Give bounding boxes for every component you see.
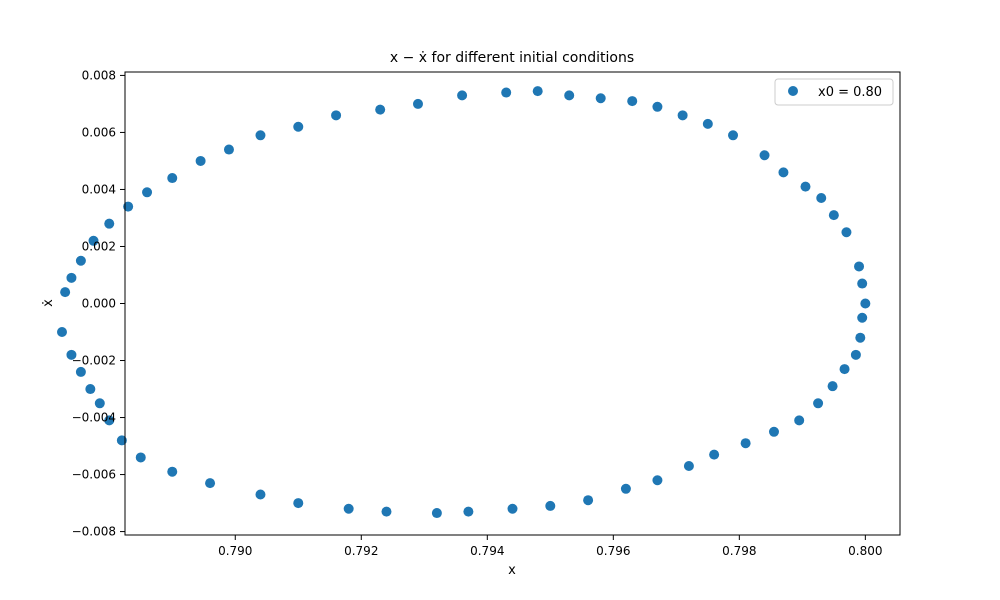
data-point bbox=[564, 90, 575, 101]
y-axis-ticks: −0.008 −0.006 −0.004 −0.002 0.000 0.002 0.004 0… bbox=[72, 68, 125, 539]
data-point bbox=[728, 130, 739, 141]
data-point bbox=[205, 478, 216, 489]
y-tick-label: 0.008 bbox=[82, 68, 116, 82]
x-tick-label: 0.798 bbox=[722, 544, 756, 558]
data-point bbox=[94, 398, 105, 409]
legend-label: x0 = 0.80 bbox=[818, 85, 882, 100]
data-point bbox=[583, 495, 594, 506]
data-point bbox=[293, 121, 304, 132]
data-point bbox=[857, 278, 868, 289]
y-tick-label: −0.006 bbox=[72, 468, 116, 482]
data-point bbox=[839, 364, 850, 375]
x-tick-label: 0.794 bbox=[470, 544, 504, 558]
y-axis-label: ẋ bbox=[41, 299, 56, 307]
data-point bbox=[255, 489, 266, 500]
x-tick-label: 0.792 bbox=[344, 544, 378, 558]
data-point bbox=[431, 508, 442, 519]
data-point bbox=[857, 312, 868, 323]
data-point bbox=[709, 449, 720, 460]
data-point bbox=[683, 461, 694, 472]
y-tick-label: 0.006 bbox=[82, 125, 116, 139]
data-point bbox=[778, 167, 789, 178]
data-point bbox=[223, 144, 234, 155]
data-point bbox=[195, 155, 206, 166]
data-point bbox=[88, 235, 99, 246]
data-point bbox=[167, 173, 178, 184]
data-point bbox=[293, 498, 304, 509]
data-point bbox=[66, 349, 77, 360]
scatter-points bbox=[56, 86, 871, 519]
y-tick-label: 0.004 bbox=[82, 182, 116, 196]
data-point bbox=[828, 210, 839, 221]
data-point bbox=[331, 110, 342, 121]
data-point bbox=[813, 398, 824, 409]
y-tick-label: −0.004 bbox=[72, 411, 116, 425]
data-point bbox=[375, 104, 386, 115]
y-tick-label: −0.002 bbox=[72, 354, 116, 368]
data-point bbox=[827, 381, 838, 392]
y-tick-label: 0.000 bbox=[82, 297, 116, 311]
data-point bbox=[167, 466, 178, 477]
data-point bbox=[841, 227, 852, 238]
data-point bbox=[620, 483, 631, 494]
data-point bbox=[794, 415, 805, 426]
data-point bbox=[75, 366, 86, 377]
legend-box bbox=[774, 78, 894, 106]
data-point bbox=[800, 181, 811, 192]
data-point bbox=[595, 93, 606, 104]
data-point bbox=[104, 415, 115, 426]
y-tick-label: 0.002 bbox=[82, 239, 116, 253]
data-point bbox=[740, 438, 751, 449]
data-point bbox=[652, 475, 663, 486]
data-point bbox=[855, 332, 866, 343]
x-tick-label: 0.790 bbox=[218, 544, 252, 558]
data-point bbox=[381, 506, 392, 517]
data-point bbox=[854, 261, 865, 272]
data-point bbox=[860, 298, 871, 309]
data-point bbox=[60, 287, 71, 298]
data-point bbox=[507, 503, 518, 514]
data-point bbox=[768, 426, 779, 437]
data-point bbox=[75, 255, 86, 266]
legend-marker bbox=[788, 86, 798, 96]
x-tick-label: 0.796 bbox=[596, 544, 630, 558]
data-point bbox=[116, 435, 127, 446]
data-point bbox=[816, 193, 827, 204]
legend: x0 = 0.80 bbox=[774, 78, 894, 106]
chart-title: x − ẋ for different initial conditions bbox=[390, 50, 634, 66]
y-tick-label: −0.008 bbox=[72, 525, 116, 539]
data-point bbox=[652, 101, 663, 112]
data-point bbox=[545, 500, 556, 511]
data-point bbox=[759, 150, 770, 161]
data-point bbox=[123, 201, 134, 212]
x-axis-ticks: 0.790 0.792 0.794 0.796 0.798 0.800 bbox=[218, 535, 883, 558]
data-point bbox=[135, 452, 146, 463]
data-point bbox=[255, 130, 266, 141]
data-point bbox=[457, 90, 468, 101]
data-point bbox=[66, 272, 77, 283]
x-axis-label: x bbox=[508, 563, 516, 578]
data-point bbox=[343, 503, 354, 514]
data-point bbox=[850, 349, 861, 360]
x-tick-label: 0.800 bbox=[848, 544, 882, 558]
data-point bbox=[56, 327, 67, 338]
data-point bbox=[104, 218, 115, 229]
data-point bbox=[463, 506, 474, 517]
data-point bbox=[412, 98, 423, 109]
data-point bbox=[142, 187, 153, 198]
data-point bbox=[677, 110, 688, 121]
data-point bbox=[702, 118, 713, 129]
data-point bbox=[627, 96, 638, 107]
data-point bbox=[85, 384, 96, 395]
data-point bbox=[501, 87, 512, 98]
data-point bbox=[532, 86, 543, 97]
